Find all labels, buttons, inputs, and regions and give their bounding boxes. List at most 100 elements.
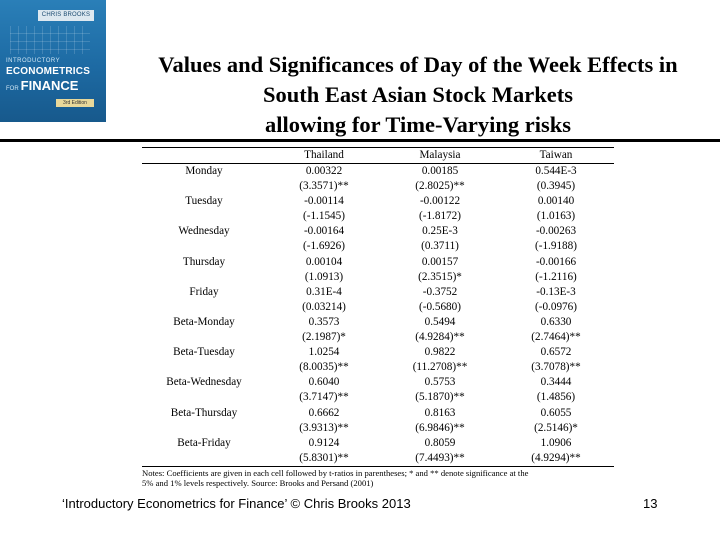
table-row: Beta-Monday 0.3573 0.5494 0.6330 xyxy=(142,315,614,330)
table-cell: 0.00185 xyxy=(421,165,459,177)
table-cell: (-1.2116) xyxy=(535,270,577,283)
table-cell: (8.0035)** xyxy=(299,361,349,374)
results-table: Thailand Malaysia Taiwan Monday 0.00322 0.… xyxy=(142,147,614,488)
header-cell: Taiwan xyxy=(539,149,573,161)
table-row: (2.1987)* (4.9284)** (2.7464)** xyxy=(142,330,614,345)
table-cell: 0.3444 xyxy=(540,376,572,389)
table-cell: 0.6040 xyxy=(308,376,340,389)
table-cell: 0.00322 xyxy=(305,165,343,177)
table-cell: 0.544E-3 xyxy=(535,165,577,177)
table-cell: (-1.9188) xyxy=(535,240,577,253)
cover-graphic xyxy=(10,26,90,54)
table-cell: 0.6662 xyxy=(308,406,340,419)
table-cell: (4.9294)** xyxy=(531,451,581,464)
table-cell: (0.3711) xyxy=(421,240,459,253)
table-cell: 0.8163 xyxy=(424,406,456,419)
table-cell: -0.00166 xyxy=(535,255,577,268)
title-line-1: Values and Significances of Day of the W… xyxy=(158,52,678,77)
table-bottom-rule xyxy=(142,465,614,467)
table-cell: (3.9313)** xyxy=(299,421,349,434)
header-cell: Malaysia xyxy=(419,149,461,161)
table-cell: (1.0163) xyxy=(536,210,576,223)
table-row: (3.7147)** (5.1870)** (1.4856) xyxy=(142,390,614,405)
table-cell: (-1.8172) xyxy=(419,210,461,223)
table-cell: (1.0913) xyxy=(304,270,344,283)
row-label xyxy=(142,360,266,375)
table-cell: (2.7464)** xyxy=(531,331,581,344)
table-cell: (2.5146)* xyxy=(534,421,578,434)
table-cell: 0.6572 xyxy=(540,346,572,359)
row-label xyxy=(142,421,266,436)
table-cell: 0.25E-3 xyxy=(422,225,458,238)
table-row: (8.0035)** (11.2708)** (3.7078)** xyxy=(142,360,614,375)
table-row: Friday 0.31E-4 -0.3752 -0.13E-3 xyxy=(142,285,614,300)
table-cell: 0.9124 xyxy=(308,436,340,449)
table-row: (5.8301)** (7.4493)** (4.9294)** xyxy=(142,451,614,466)
table-cell: 0.00140 xyxy=(537,195,575,208)
table-cell: -0.00164 xyxy=(303,225,345,238)
row-label: Beta-Wednesday xyxy=(166,376,242,389)
notes-line-1: Notes: Coefficients are given in each ce… xyxy=(142,467,529,478)
footer-credit: ‘Introductory Econometrics for Finance’ … xyxy=(62,496,411,511)
row-label: Thursday xyxy=(182,255,226,268)
table-cell: (0.3945) xyxy=(536,180,576,193)
table-cell: (3.3571)** xyxy=(299,180,349,193)
cover-line3-prefix: FOR xyxy=(6,86,19,92)
table-row: (3.3571)** (2.8025)** (0.3945) xyxy=(142,179,614,194)
row-label: Beta-Thursday xyxy=(170,406,238,419)
table-cell: (0.03214) xyxy=(302,300,346,313)
row-label xyxy=(142,239,266,254)
cover-edition: 3rd Edition xyxy=(56,99,94,107)
table-cell: -0.00114 xyxy=(304,195,344,208)
cover-author: CHRIS BROOKS xyxy=(38,10,94,21)
table-cell: (-1.1545) xyxy=(303,210,345,223)
cover-line3-main: FINANCE xyxy=(20,78,79,93)
title-divider xyxy=(0,139,720,142)
cover-line2: ECONOMETRICS xyxy=(6,66,91,77)
table-cell: (2.8025)** xyxy=(415,180,465,193)
row-label: Tuesday xyxy=(185,195,223,208)
table-cell: (7.4493)** xyxy=(415,451,465,464)
header-label-cell xyxy=(142,148,266,163)
table-row: (1.0913) (2.3515)* (-1.2116) xyxy=(142,270,614,285)
table-row: (0.03214) (-0.5680) (-0.0976) xyxy=(142,300,614,315)
table-cell: -0.00263 xyxy=(535,225,577,238)
row-label xyxy=(142,330,266,345)
row-label: Wednesday xyxy=(178,225,230,238)
table-row: (-1.1545) (-1.8172) (1.0163) xyxy=(142,209,614,224)
table-row: (3.9313)** (6.9846)** (2.5146)* xyxy=(142,421,614,436)
table-body: Monday 0.00322 0.00185 0.544E-3 (3.3571)** (2… xyxy=(142,164,614,466)
table-cell: (5.1870)** xyxy=(415,391,465,404)
table-cell: (3.7147)** xyxy=(299,391,349,404)
header-cell: Thailand xyxy=(304,149,344,161)
table-cell: (1.4856) xyxy=(536,391,576,404)
table-cell: 0.5753 xyxy=(424,376,456,389)
table-row: Beta-Wednesday 0.6040 0.5753 0.3444 xyxy=(142,375,614,390)
table-row: Beta-Thursday 0.6662 0.8163 0.6055 xyxy=(142,406,614,421)
table-cell: (6.9846)** xyxy=(415,421,465,434)
table-row: (-1.6926) (0.3711) (-1.9188) xyxy=(142,239,614,254)
page-number: 13 xyxy=(643,496,658,511)
table-row: Tuesday -0.00114 -0.00122 0.00140 xyxy=(142,194,614,209)
table-cell: 0.00104 xyxy=(305,255,343,268)
table-cell: (2.3515)* xyxy=(418,270,462,283)
row-label xyxy=(142,270,266,285)
table-cell: 0.6330 xyxy=(540,315,572,328)
table-header-rule xyxy=(142,163,614,164)
table-top-rule xyxy=(142,147,614,148)
table-header-row: Thailand Malaysia Taiwan xyxy=(142,148,614,163)
notes-line-2: 5% and 1% levels respectively. Source: B… xyxy=(142,477,374,488)
row-label xyxy=(142,390,266,405)
table-cell: 0.6055 xyxy=(540,406,572,419)
table-cell: (-1.6926) xyxy=(303,240,345,253)
title-line-2: South East Asian Stock Markets xyxy=(262,82,574,107)
book-cover-image: CHRIS BROOKS INTRODUCTORY ECONOMETRICS F… xyxy=(0,0,106,122)
table-cell: (11.2708)** xyxy=(412,361,468,374)
table-cell: (3.7078)** xyxy=(531,361,581,374)
row-label xyxy=(142,300,266,315)
row-label xyxy=(142,179,266,194)
table-cell: (2.1987)* xyxy=(302,331,346,344)
table-notes: Notes: Coefficients are given in each ce… xyxy=(142,467,614,488)
table-row: Beta-Tuesday 1.0254 0.9822 0.6572 xyxy=(142,345,614,360)
row-label: Beta-Tuesday xyxy=(173,346,235,359)
